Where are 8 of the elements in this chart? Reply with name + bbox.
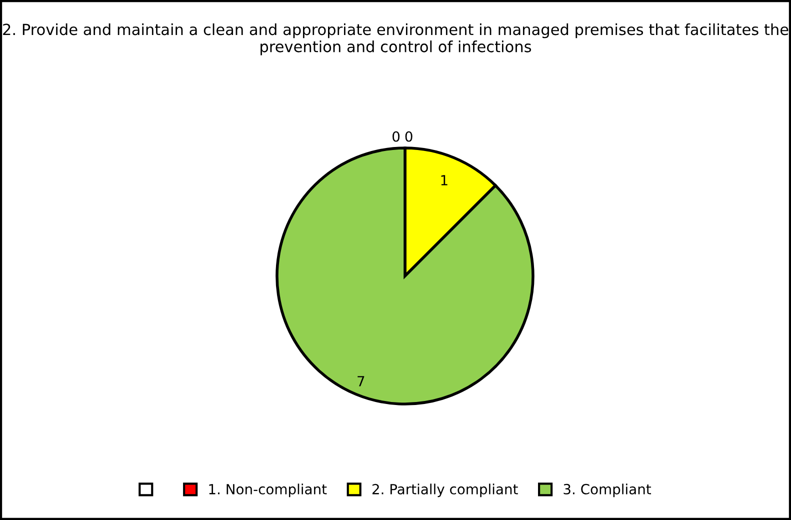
text: 0 <box>405 131 412 142</box>
legend-label: 3. Compliant <box>564 484 652 498</box>
data-label: 1 <box>441 175 448 186</box>
legend-label: 1. Non-compliant <box>209 484 327 498</box>
legend-label: 2. Partially compliant <box>372 484 518 498</box>
text: 0 <box>392 131 400 142</box>
data-label: 7 <box>358 376 364 386</box>
chart-title: 2. Provide and maintain a clean and appropriate environment in managed premises that facilitates the prevention and control of infections <box>3 23 788 56</box>
